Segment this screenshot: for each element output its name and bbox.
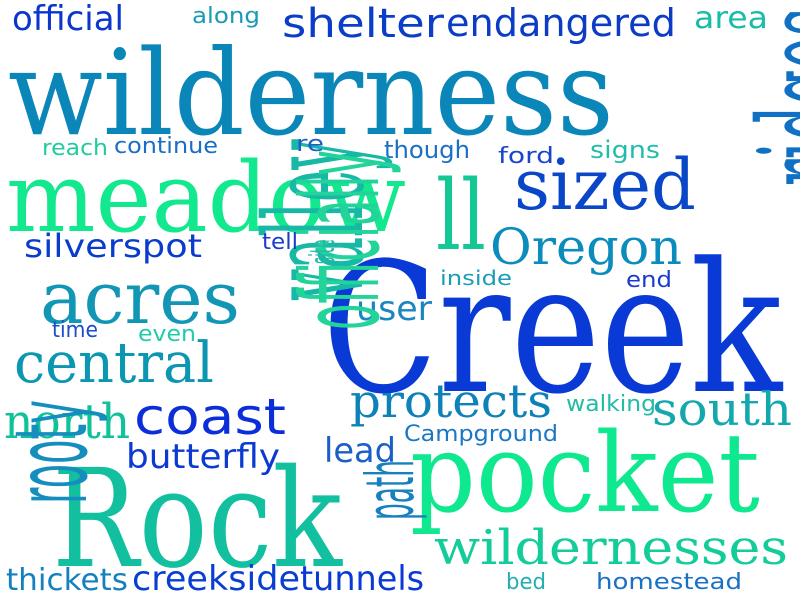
word-continue: continue [114,134,218,159]
word-butterfly: butterfly [126,437,280,477]
word-south: south [652,382,793,436]
word-ford: ford [498,144,555,169]
word-meadow: meadow [6,142,406,254]
word-sized: sized [514,144,696,226]
word-time: time [52,318,98,343]
word-bed: bed [506,570,547,595]
word-reach: reach [42,136,109,161]
word-wildernesses: wildernesses [434,520,788,576]
word-tunnels: tunnels [300,559,425,599]
word-even: even [138,322,196,347]
word-creek: Creek [322,225,783,434]
word-user: user [356,289,433,329]
word-walking: walking [566,392,657,417]
word-ridges: ridges [730,7,800,187]
word-signs: signs [590,136,661,164]
word-thickets: thickets [6,563,129,598]
word-ll: ll [436,160,486,272]
word-coast: coast [134,388,286,446]
word-silverspot: silverspot [24,227,203,265]
word-protects: protects [350,374,552,428]
word-wilderness: wilderness [8,24,614,162]
word-lead: lead [324,431,396,471]
word-central: central [14,331,214,396]
word-official: official [12,0,124,39]
word-end: end [626,268,673,293]
word-acres: acres [40,256,240,340]
word-tell: tell [262,230,299,255]
word-north: north [4,394,131,450]
word-inside: inside [440,266,513,290]
word-rooty: rooty [0,400,110,504]
word-rock: Rock [52,441,343,599]
word-oregon: Oregon [490,218,683,276]
word-homestead: homestead [596,570,743,595]
word-site: site [303,239,343,264]
word-endangered: endangered [446,1,676,45]
word-shelter: shelter [282,1,444,47]
word-along: along [192,4,260,29]
word-area: area [694,1,768,36]
word-pocket: pocket [410,409,760,537]
word-creekside: creekside [132,559,301,599]
word-though: though [384,136,470,164]
word-campground: Campground [404,422,559,447]
word-re: re [296,132,324,157]
